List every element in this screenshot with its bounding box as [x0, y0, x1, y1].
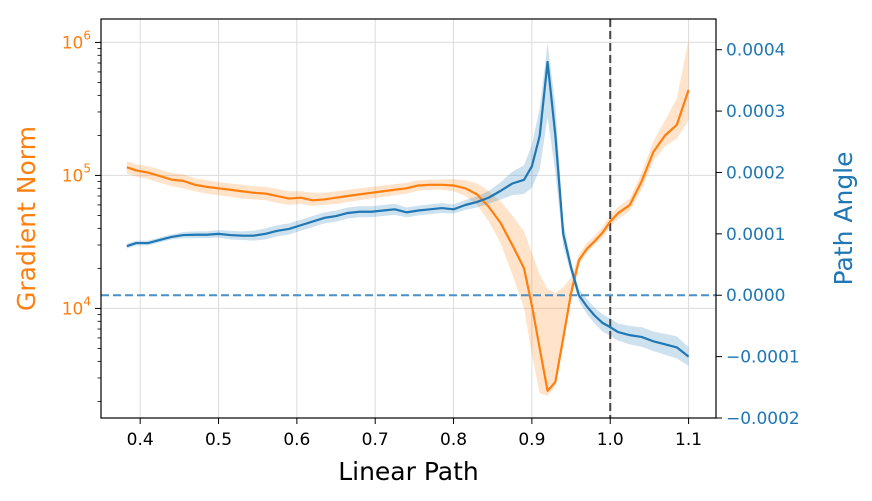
left-axis-title: Gradient Norm [12, 126, 41, 311]
left-tick-label-exponent: 5 [83, 161, 91, 175]
x-tick-label: 0.4 [127, 430, 154, 450]
x-axis-title: Linear Path [338, 457, 479, 486]
left-tick-label-base: 10 [62, 33, 84, 53]
x-tick-label: 1.0 [597, 430, 624, 450]
x-tick-label: 0.7 [362, 430, 389, 450]
right-axis-title: Path Angle [829, 151, 858, 285]
x-axis-ticks: 0.4 0.5 0.6 0.7 0.8 0.9 1.0 1.1 [127, 418, 702, 450]
right-tick-label: 0.0004 [726, 41, 785, 61]
gradient-norm-band [126, 39, 689, 396]
x-tick-label: 0.6 [283, 430, 310, 450]
confidence-bands [126, 39, 689, 396]
x-tick-label: 0.5 [205, 430, 232, 450]
left-tick-label: 105 [62, 161, 91, 186]
left-tick-label-base: 10 [62, 166, 84, 186]
grid-lines [101, 19, 716, 418]
right-tick-label: −0.0001 [726, 348, 800, 368]
x-tick-label: 0.8 [440, 430, 467, 450]
right-tick-label: 0.0002 [726, 163, 785, 183]
right-tick-label: 0.0003 [726, 102, 785, 122]
plot-frame [100, 18, 717, 419]
left-tick-label: 106 [62, 28, 91, 53]
right-tick-label: −0.0002 [726, 409, 800, 429]
series-lines [126, 60, 690, 392]
x-tick-label: 1.1 [675, 430, 702, 450]
gradient-norm-line [126, 89, 690, 392]
right-axis-ticks: −0.0002 −0.0001 0.0000 0.0001 0.0002 0.0003 0.… [716, 41, 800, 429]
left-tick-label-exponent: 4 [83, 294, 91, 308]
right-tick-label: 0.0000 [726, 286, 785, 306]
left-tick-label: 104 [62, 294, 91, 319]
right-tick-label: 0.0001 [726, 225, 785, 245]
left-tick-label-exponent: 6 [83, 28, 91, 42]
x-tick-label: 0.9 [518, 430, 545, 450]
reference-lines [101, 19, 716, 418]
path-angle-line [126, 60, 690, 358]
left-tick-label-base: 10 [62, 299, 84, 319]
path-angle-band [126, 43, 689, 366]
